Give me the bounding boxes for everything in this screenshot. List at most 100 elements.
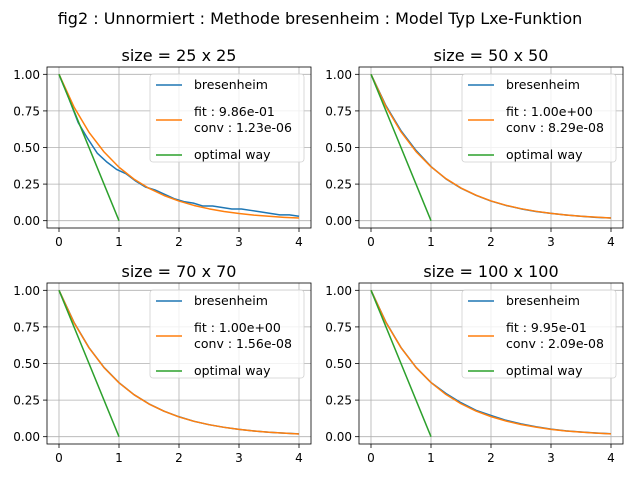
subplot-title: size = 70 x 70 [122,262,237,281]
y-tick-label: 0.50 [13,357,40,371]
series-line-2 [58,290,300,435]
y-tick-label: 0.50 [325,141,352,155]
legend-label-2: fit : 1.00e+00 conv : 1.56e-08 [194,320,292,351]
legend-box [149,289,305,379]
legend-box [461,73,617,163]
legend-label-line: bresenheim [194,77,268,92]
legend-label-line: conv : 8.29e-08 [506,120,604,135]
y-tick-label: 0.00 [13,214,40,228]
subplot-2: size = 50 x 50 0 1 2 3 4 0.00 0.25 0.50 0.75 1.00 b… [325,46,624,249]
y-tick-label: 0.00 [325,214,352,228]
legend-label-line: bresenheim [506,77,580,92]
x-tick-label: 3 [547,235,555,249]
legend-box [461,289,617,379]
x-tick-label: 1 [115,235,123,249]
x-tick-label: 4 [607,235,615,249]
subplot-title: size = 100 x 100 [423,262,558,281]
x-tick-label: 0 [55,235,63,249]
legend-label-3: optimal way [506,147,583,162]
x-tick-label: 2 [487,235,495,249]
y-tick-label: 1.00 [325,68,352,82]
axes-frame [46,282,312,445]
legend-label-line: bresenheim [194,293,268,308]
legend-label-line: fit : 9.95e-01 [506,320,587,335]
y-tick-label: 0.25 [13,394,40,408]
series-line-2 [58,74,300,219]
y-tick-label: 1.00 [13,68,40,82]
legend-label-3: optimal way [194,147,271,162]
axes-frame [358,282,624,445]
x-tick-label: 3 [235,235,243,249]
x-tick-label: 3 [235,451,243,465]
series-group [58,290,300,437]
y-tick-label: 0.75 [325,320,352,334]
x-tick-label: 0 [367,235,375,249]
subplot-title: size = 50 x 50 [434,46,549,65]
legend-box [149,73,305,163]
series-line-3 [370,290,432,437]
y-tick-label: 0.25 [325,178,352,192]
x-tick-label: 3 [547,451,555,465]
y-tick-label: 0.75 [13,104,40,118]
legend: bresenheim fit : 1.00e+00 conv : 1.56e-08 o… [149,289,305,379]
x-tick-label: 2 [487,451,495,465]
x-tick-label: 4 [295,235,303,249]
y-tick-label: 0.75 [13,320,40,334]
series-line-2 [370,74,612,219]
y-tick-label: 1.00 [325,284,352,298]
legend-label-line: fit : 9.86e-01 [194,104,275,119]
series-line-3 [58,74,120,221]
y-tick-label: 0.00 [13,430,40,444]
legend-label-1: bresenheim [506,293,580,308]
figure-suptitle: fig2 : Unnormiert : Methode bresenheim :… [58,9,583,28]
x-tick-label: 4 [295,451,303,465]
legend-label-2: fit : 9.95e-01 conv : 2.09e-08 [506,320,604,351]
series-group [58,74,300,221]
x-tick-label: 0 [367,451,375,465]
legend-label-2: fit : 1.00e+00 conv : 8.29e-08 [506,104,604,135]
subplot-title: size = 25 x 25 [122,46,237,65]
legend-label-line: conv : 1.23e-06 [194,120,292,135]
x-tick-label: 2 [175,235,183,249]
series-line-1 [58,74,300,218]
y-tick-label: 0.00 [325,430,352,444]
series-line-3 [58,290,120,437]
y-tick-label: 0.25 [13,178,40,192]
x-tick-label: 1 [115,451,123,465]
y-tick-label: 1.00 [13,284,40,298]
x-tick-label: 1 [427,451,435,465]
y-tick-label: 0.50 [13,141,40,155]
legend-label-line: conv : 2.09e-08 [506,336,604,351]
series-line-3 [370,74,432,221]
legend-label-line: optimal way [194,147,271,162]
series-group [370,73,612,221]
axes-frame [358,66,624,229]
series-line-2 [370,290,612,435]
subplot-4: size = 100 x 100 0 1 2 3 4 0.00 0.25 0.50 0.75 1.0… [325,262,624,465]
legend-label-3: optimal way [194,363,271,378]
axes-frame [46,66,312,229]
legend-label-line: conv : 1.56e-08 [194,336,292,351]
legend-label-1: bresenheim [194,77,268,92]
legend-label-line: optimal way [506,363,583,378]
legend-label-2: fit : 9.86e-01 conv : 1.23e-06 [194,104,292,135]
x-tick-label: 0 [55,451,63,465]
subplot-1: size = 25 x 25 0 1 2 3 4 0.00 0.25 0.50 0.75 1.00 b… [13,46,312,249]
legend-label-3: optimal way [506,363,583,378]
legend: bresenheim fit : 9.95e-01 conv : 2.09e-08 o… [461,289,617,379]
legend: bresenheim fit : 1.00e+00 conv : 8.29e-08 o… [461,73,617,163]
legend-label-1: bresenheim [506,77,580,92]
subplots-container: size = 25 x 25 0 1 2 3 4 0.00 0.25 0.50 0.75 1.00 b… [13,46,624,465]
legend-label-line: optimal way [194,363,271,378]
legend-label-1: bresenheim [194,293,268,308]
legend-label-line: bresenheim [506,293,580,308]
subplot-3: size = 70 x 70 0 1 2 3 4 0.00 0.25 0.50 0.75 1.00 b… [13,262,312,465]
legend-label-line: optimal way [506,147,583,162]
legend-label-line: fit : 1.00e+00 [506,104,593,119]
legend: bresenheim fit : 9.86e-01 conv : 1.23e-06 o… [149,73,305,163]
x-tick-label: 4 [607,451,615,465]
y-tick-label: 0.25 [325,394,352,408]
y-tick-label: 0.50 [325,357,352,371]
